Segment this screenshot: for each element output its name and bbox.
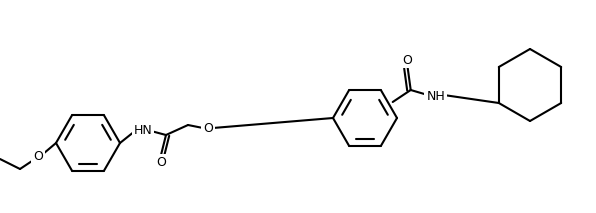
Text: O: O xyxy=(156,155,166,168)
Text: O: O xyxy=(402,53,412,66)
Text: O: O xyxy=(33,151,43,164)
Text: O: O xyxy=(203,121,213,134)
Text: NH: NH xyxy=(426,89,445,102)
Text: HN: HN xyxy=(134,124,153,137)
